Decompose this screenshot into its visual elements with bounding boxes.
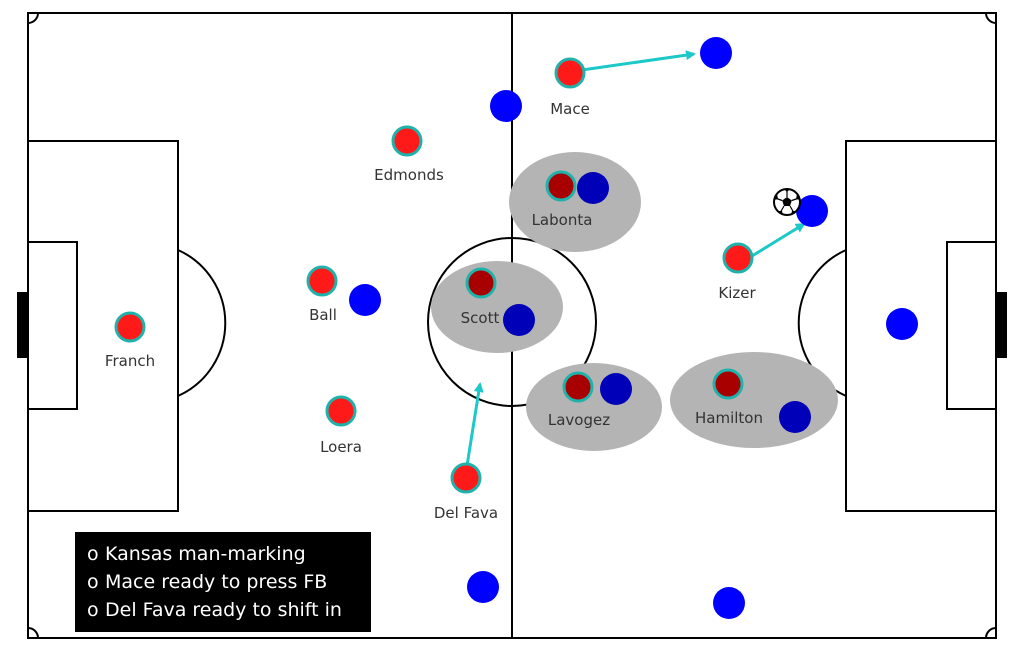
red-player	[391, 125, 423, 157]
red-player	[114, 311, 146, 343]
player-label: Kizer	[718, 284, 756, 302]
left-penalty-arc	[177, 249, 227, 397]
blue-player	[700, 37, 732, 69]
left-six-yard-box	[27, 241, 78, 410]
blue-player	[796, 195, 828, 227]
blue-player	[467, 571, 499, 603]
movement-arrow	[581, 50, 696, 72]
red-player	[562, 371, 594, 403]
marking-highlight	[670, 352, 838, 448]
player-label: Mace	[550, 100, 590, 118]
blue-player	[713, 587, 745, 619]
movement-arrow	[464, 382, 484, 473]
red-team	[114, 57, 754, 494]
blue-player	[886, 308, 918, 340]
right-penalty-box	[845, 140, 997, 512]
left-penalty-box	[27, 140, 179, 512]
blue-player	[779, 401, 811, 433]
red-player	[554, 57, 586, 89]
blue-team	[349, 37, 918, 619]
note-item: o Kansas man-marking	[87, 540, 359, 568]
note-bullet: o	[87, 571, 99, 593]
player-label: Franch	[105, 352, 155, 370]
right-six-yard-box	[946, 241, 997, 410]
blue-player	[577, 172, 609, 204]
player-label: Labonta	[532, 211, 593, 229]
center-circle	[427, 237, 597, 407]
player-label: Edmonds	[374, 166, 444, 184]
corner-arc-tl	[27, 12, 39, 24]
red-player	[450, 462, 482, 494]
red-player	[325, 395, 357, 427]
note-text: Mace ready to press FB	[105, 571, 328, 593]
red-player	[306, 265, 338, 297]
corner-arc-tr	[985, 12, 997, 24]
player-label: Scott	[461, 309, 500, 327]
red-player	[722, 242, 754, 274]
blue-player	[349, 284, 381, 316]
blue-player	[600, 373, 632, 405]
note-item: o Del Fava ready to shift in	[87, 596, 359, 624]
player-label: Del Fava	[434, 504, 498, 522]
marking-highlights	[431, 152, 838, 451]
soccer-ball-icon	[773, 188, 801, 216]
marking-highlight	[431, 261, 563, 353]
note-bullet: o	[87, 599, 99, 621]
note-text: Del Fava ready to shift in	[105, 599, 342, 621]
player-label: Ball	[309, 306, 337, 324]
player-labels: Franch Ball Loera Edmonds Del Fava Mace …	[105, 100, 763, 522]
red-player	[465, 267, 497, 299]
blue-player	[490, 90, 522, 122]
tactical-notes-box: o Kansas man-marking o Mace ready to press…	[75, 532, 371, 632]
corner-arc-bl	[27, 627, 39, 639]
blue-player	[503, 304, 535, 336]
right-goal	[996, 292, 1007, 358]
note-bullet: o	[87, 543, 99, 565]
player-label: Lavogez	[548, 411, 610, 429]
left-goal	[17, 292, 28, 358]
corner-arc-br	[985, 627, 997, 639]
player-label: Hamilton	[695, 409, 763, 427]
movement-arrows	[464, 50, 806, 473]
marking-highlight	[526, 363, 662, 451]
red-player	[712, 368, 744, 400]
red-player	[545, 170, 577, 202]
note-text: Kansas man-marking	[105, 543, 306, 565]
note-item: o Mace ready to press FB	[87, 568, 359, 596]
player-label: Loera	[320, 438, 362, 456]
marking-highlight	[509, 152, 641, 252]
movement-arrow	[751, 222, 806, 258]
